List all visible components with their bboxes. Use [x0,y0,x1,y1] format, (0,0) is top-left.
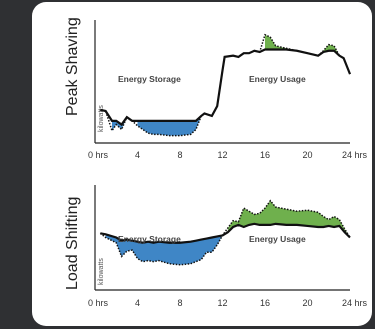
x-tick-label: 20 [302,150,312,160]
y-axis-label: kilowatts [98,105,105,132]
grid-load-line [100,48,352,127]
energy-storage-label: Energy Storage [118,234,181,244]
energy-usage-label: Energy Usage [249,234,306,244]
x-tick-label: 20 [302,298,312,308]
x-tick-label: 8 [177,298,182,308]
x-tick-label: 4 [135,298,140,308]
x-tick-label: 4 [135,150,140,160]
peak-shaving-panel: Peak Shaving kilowatts Energy Storage En… [64,17,368,160]
load-shifting-panel: Load Shifting kilowatts Energy Storage E… [64,185,368,308]
x-tick-label: 12 [217,298,227,308]
grid-load-line [100,222,351,244]
x-tick-labels: 0 hrs 4 8 12 16 20 24 hrs [88,150,368,160]
x-tick-label: 24 hrs [342,150,368,160]
x-tick-label: 16 [260,298,270,308]
x-tick-label: 0 hrs [88,298,109,308]
load-shifting-title: Load Shifting [64,197,81,290]
x-tick-label: 24 hrs [342,298,368,308]
demand-line [100,33,351,137]
x-tick-label: 12 [217,150,227,160]
x-tick-label: 0 hrs [88,150,109,160]
usage-fill-area [227,200,350,238]
peak-shaving-title: Peak Shaving [64,17,81,116]
x-tick-label: 16 [260,150,270,160]
energy-usage-label: Energy Usage [249,74,306,84]
x-tick-labels: 0 hrs 4 8 12 16 20 24 hrs [88,298,368,308]
y-axis-label: kilowatts [98,258,105,285]
x-tick-label: 8 [177,150,182,160]
energy-storage-label: Energy Storage [118,74,181,84]
